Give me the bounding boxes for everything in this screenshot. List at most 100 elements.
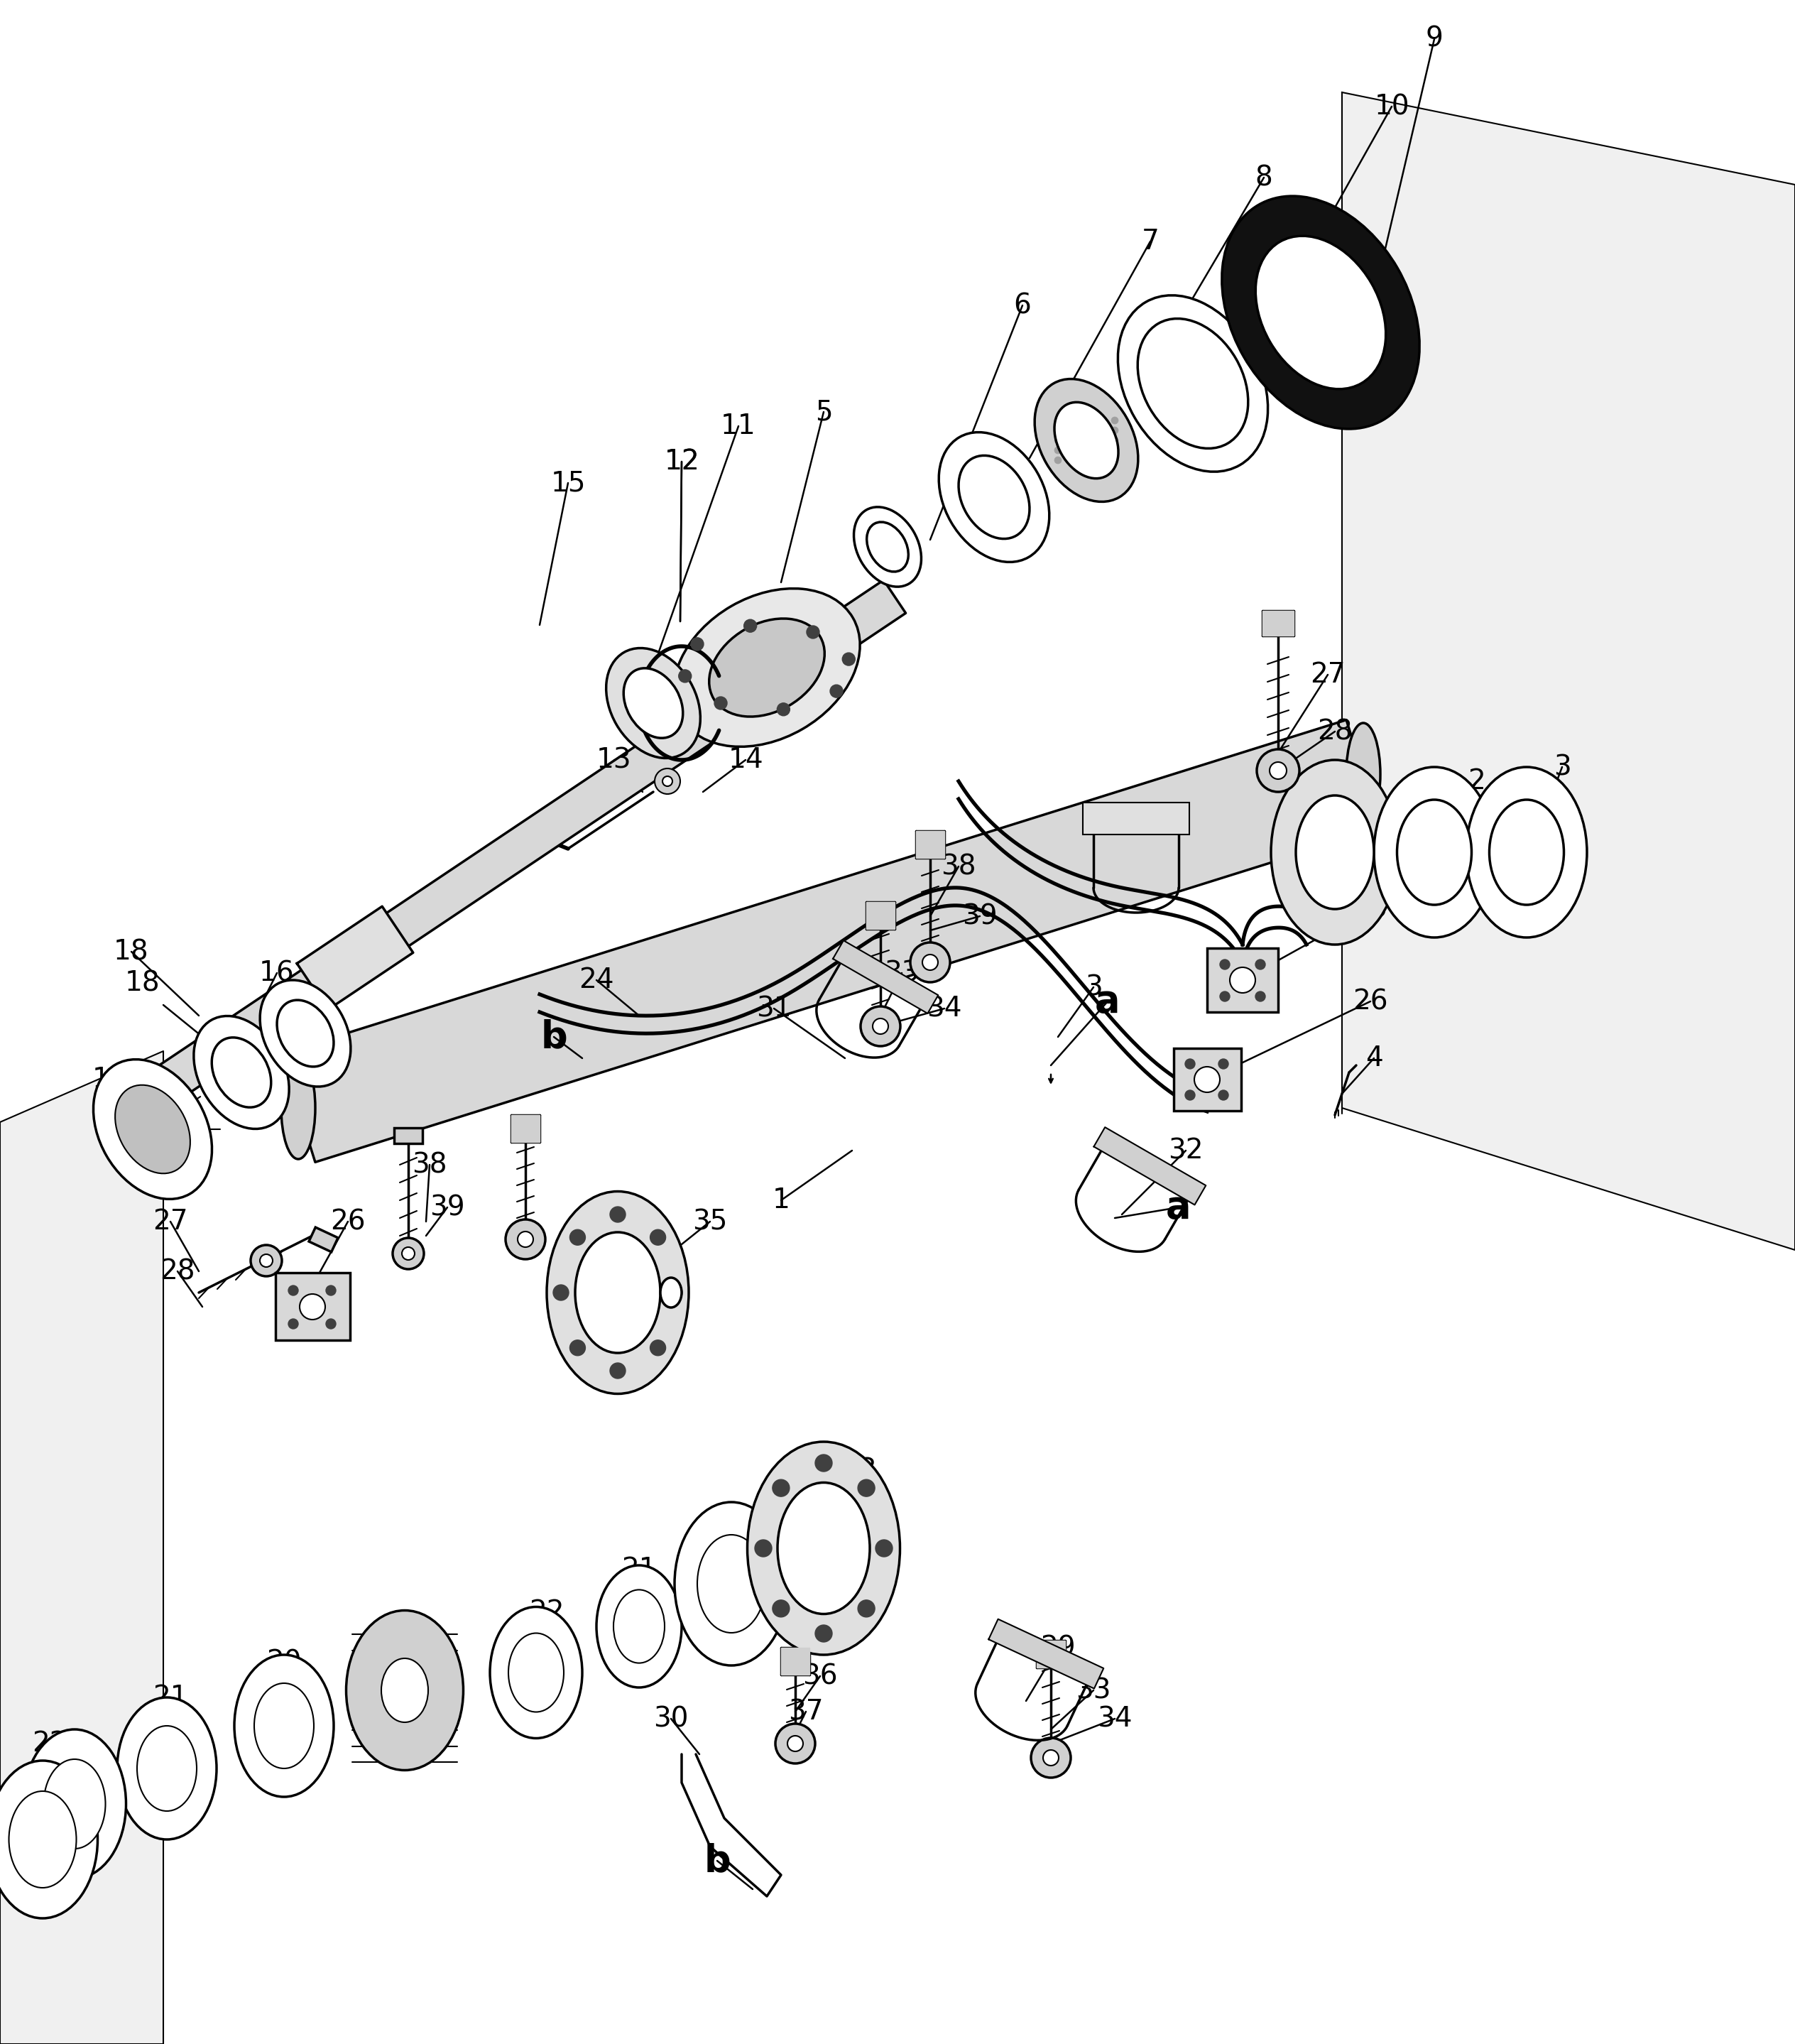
Circle shape [1194,1067,1221,1091]
Polygon shape [1262,611,1294,636]
Polygon shape [1038,1641,1064,1668]
Text: 7: 7 [1142,229,1160,256]
Circle shape [1221,991,1230,1002]
Text: 26: 26 [330,1208,366,1235]
Text: 35: 35 [693,1208,727,1235]
Ellipse shape [1138,319,1248,448]
Ellipse shape [260,979,350,1087]
Circle shape [1255,991,1265,1002]
Circle shape [393,1239,424,1269]
Text: 33: 33 [1075,1676,1111,1705]
Circle shape [655,769,680,793]
Ellipse shape [117,1697,217,1840]
Polygon shape [833,940,939,1014]
Circle shape [1269,762,1287,779]
Text: 17: 17 [92,1067,127,1094]
Ellipse shape [574,1233,661,1353]
Circle shape [1030,1737,1072,1778]
Circle shape [679,670,691,683]
Text: 4: 4 [1366,1044,1382,1071]
Text: 28: 28 [1318,717,1352,744]
Circle shape [910,942,950,983]
Text: 26: 26 [1353,987,1388,1016]
Text: 32: 32 [1169,1136,1203,1163]
Bar [309,1226,337,1253]
Ellipse shape [1255,235,1386,388]
Circle shape [251,1245,282,1275]
Circle shape [858,1480,874,1496]
Circle shape [815,1455,833,1472]
Circle shape [872,1018,889,1034]
Ellipse shape [508,1633,564,1713]
Ellipse shape [939,431,1050,562]
Text: 12: 12 [664,448,700,474]
Circle shape [327,1286,336,1296]
Ellipse shape [276,1000,334,1067]
Ellipse shape [23,1729,126,1878]
Circle shape [691,638,704,650]
Circle shape [860,1006,901,1047]
Ellipse shape [547,1192,689,1394]
Text: a: a [1095,983,1120,1020]
Ellipse shape [959,456,1030,540]
Text: b: b [704,1842,731,1878]
Circle shape [1054,427,1061,433]
Ellipse shape [490,1607,582,1737]
Circle shape [1068,448,1075,454]
Circle shape [1097,448,1104,454]
Text: 22: 22 [32,1729,66,1758]
Circle shape [1097,417,1104,423]
Circle shape [666,1286,682,1300]
Text: b: b [540,1018,567,1055]
Ellipse shape [747,1441,899,1656]
Circle shape [1097,427,1104,433]
Circle shape [289,1286,298,1296]
Text: 19: 19 [388,1613,422,1639]
Text: 34: 34 [926,995,962,1022]
Circle shape [815,1625,833,1641]
Text: 2: 2 [1468,769,1486,795]
Circle shape [517,1233,533,1247]
Text: 38: 38 [941,852,976,881]
Ellipse shape [709,619,824,717]
Ellipse shape [661,1278,682,1308]
Polygon shape [1343,92,1795,1251]
Ellipse shape [1127,307,1258,460]
Circle shape [1082,417,1090,423]
Circle shape [1185,1089,1195,1100]
Text: 18: 18 [124,971,160,997]
Ellipse shape [1271,760,1398,944]
Circle shape [1111,437,1118,444]
Ellipse shape [346,1611,463,1770]
Text: 13: 13 [596,746,632,773]
Circle shape [610,1363,625,1378]
Text: 21: 21 [153,1684,188,1711]
Ellipse shape [282,1057,316,1159]
Text: 33: 33 [885,959,919,987]
Circle shape [1219,1089,1228,1100]
Ellipse shape [381,1658,429,1723]
Circle shape [1111,417,1118,423]
Circle shape [1185,1059,1195,1069]
Text: 21: 21 [621,1555,657,1582]
Polygon shape [989,1619,1104,1688]
Circle shape [1255,959,1265,969]
Circle shape [1082,437,1090,444]
Circle shape [1111,456,1118,464]
Circle shape [777,703,790,715]
Circle shape [1054,437,1061,444]
Polygon shape [296,905,413,1010]
Ellipse shape [1222,196,1420,429]
Circle shape [610,1206,625,1222]
Circle shape [1082,456,1090,464]
Polygon shape [282,719,1380,1163]
Circle shape [1221,959,1230,969]
Circle shape [1082,427,1090,433]
Polygon shape [99,580,906,1139]
Text: 16: 16 [258,959,294,987]
Text: 29: 29 [1041,1635,1075,1662]
Circle shape [1043,1750,1059,1766]
Circle shape [215,1051,232,1067]
Text: 11: 11 [722,413,756,439]
Text: 3: 3 [1084,973,1102,1002]
